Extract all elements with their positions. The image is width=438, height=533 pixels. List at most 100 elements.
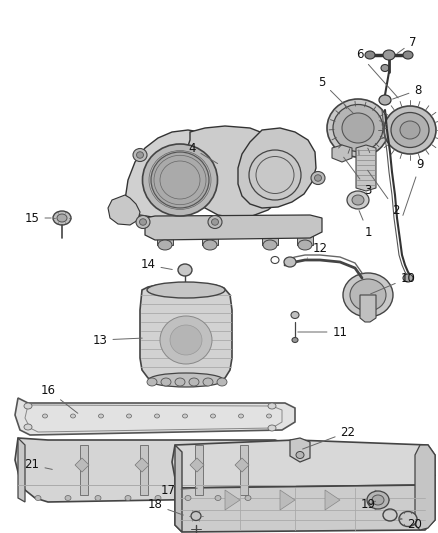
Ellipse shape	[142, 144, 218, 216]
Polygon shape	[375, 490, 390, 510]
Ellipse shape	[365, 51, 375, 59]
Ellipse shape	[203, 378, 213, 386]
Ellipse shape	[292, 337, 298, 343]
Ellipse shape	[268, 403, 276, 409]
Ellipse shape	[284, 257, 296, 267]
Ellipse shape	[327, 99, 389, 157]
Ellipse shape	[53, 211, 71, 225]
Ellipse shape	[178, 264, 192, 276]
Text: 4: 4	[188, 141, 218, 164]
Text: 13: 13	[92, 334, 142, 346]
Polygon shape	[415, 445, 435, 530]
Ellipse shape	[183, 414, 187, 418]
Ellipse shape	[342, 113, 374, 143]
Text: 12: 12	[307, 241, 328, 259]
Ellipse shape	[125, 496, 131, 500]
Ellipse shape	[191, 512, 201, 521]
Ellipse shape	[239, 414, 244, 418]
Polygon shape	[356, 145, 376, 191]
Text: 7: 7	[397, 36, 417, 53]
Ellipse shape	[24, 424, 32, 430]
Ellipse shape	[158, 240, 172, 250]
Polygon shape	[140, 445, 148, 495]
Ellipse shape	[403, 274, 413, 282]
Polygon shape	[360, 295, 376, 322]
Text: 16: 16	[40, 384, 78, 413]
Polygon shape	[172, 440, 435, 488]
Text: 15: 15	[25, 212, 51, 224]
Ellipse shape	[155, 496, 161, 500]
Ellipse shape	[350, 279, 386, 311]
Polygon shape	[262, 218, 278, 245]
Ellipse shape	[147, 282, 225, 298]
Ellipse shape	[212, 219, 219, 225]
Ellipse shape	[133, 149, 147, 161]
Ellipse shape	[367, 491, 389, 509]
Polygon shape	[125, 130, 223, 220]
Polygon shape	[240, 445, 248, 495]
Ellipse shape	[148, 373, 223, 387]
Polygon shape	[290, 438, 310, 462]
Ellipse shape	[185, 496, 191, 500]
Ellipse shape	[314, 175, 321, 181]
Ellipse shape	[298, 240, 312, 250]
Text: 2: 2	[367, 170, 400, 216]
Ellipse shape	[136, 215, 150, 229]
Ellipse shape	[203, 240, 217, 250]
Polygon shape	[225, 490, 240, 510]
Ellipse shape	[42, 414, 47, 418]
Polygon shape	[238, 128, 316, 208]
Ellipse shape	[170, 325, 202, 355]
Text: 18: 18	[148, 498, 184, 515]
Ellipse shape	[208, 215, 222, 229]
Ellipse shape	[151, 152, 209, 208]
Ellipse shape	[161, 378, 171, 386]
Text: 14: 14	[141, 259, 172, 271]
Text: 1: 1	[359, 211, 372, 238]
Text: 11: 11	[298, 326, 347, 338]
Text: 21: 21	[25, 458, 52, 472]
Ellipse shape	[57, 214, 67, 222]
Ellipse shape	[403, 51, 413, 59]
Polygon shape	[15, 398, 295, 435]
Polygon shape	[280, 490, 295, 510]
Text: 8: 8	[392, 84, 422, 99]
Ellipse shape	[95, 496, 101, 500]
Ellipse shape	[35, 496, 41, 500]
Text: 3: 3	[344, 157, 372, 197]
Polygon shape	[175, 475, 435, 532]
Polygon shape	[157, 218, 173, 245]
Text: 22: 22	[303, 425, 356, 449]
Ellipse shape	[137, 152, 144, 158]
Ellipse shape	[399, 512, 417, 527]
Ellipse shape	[189, 378, 199, 386]
Text: 10: 10	[371, 271, 415, 294]
Ellipse shape	[383, 50, 395, 60]
Ellipse shape	[381, 64, 389, 71]
Polygon shape	[235, 458, 249, 472]
Ellipse shape	[379, 95, 391, 105]
Polygon shape	[190, 458, 204, 472]
Ellipse shape	[211, 414, 215, 418]
Ellipse shape	[215, 496, 221, 500]
Ellipse shape	[127, 414, 131, 418]
Text: 17: 17	[160, 483, 197, 497]
Ellipse shape	[266, 414, 272, 418]
Ellipse shape	[268, 425, 276, 431]
Ellipse shape	[147, 378, 157, 386]
Ellipse shape	[263, 240, 277, 250]
Polygon shape	[332, 145, 352, 162]
Ellipse shape	[160, 316, 212, 364]
Ellipse shape	[347, 191, 369, 209]
Polygon shape	[325, 490, 340, 510]
Ellipse shape	[291, 311, 299, 319]
Ellipse shape	[311, 172, 325, 184]
Ellipse shape	[99, 414, 103, 418]
Ellipse shape	[333, 104, 383, 151]
Ellipse shape	[352, 195, 364, 205]
Ellipse shape	[384, 106, 436, 154]
Ellipse shape	[24, 403, 32, 409]
Ellipse shape	[175, 378, 185, 386]
Ellipse shape	[372, 495, 384, 505]
Ellipse shape	[65, 496, 71, 500]
